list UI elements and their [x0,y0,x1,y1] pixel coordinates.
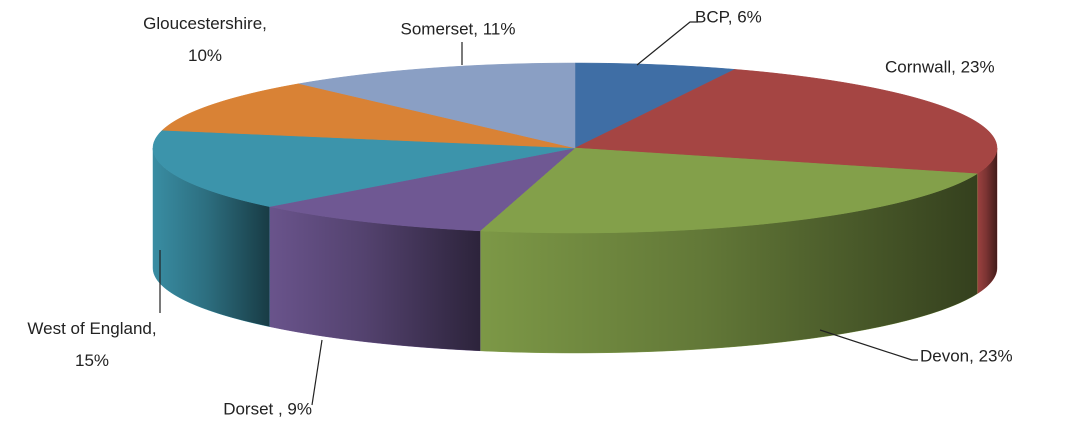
data-label-line: 15% [75,351,109,370]
leader-line [311,339,323,406]
pie-wall-shade [977,148,997,294]
data-label: Devon, 23% [920,346,1013,365]
data-label: Somerset, 11% [401,19,516,38]
pie-wall-shade [153,148,270,327]
data-label: Dorset , 9% [223,399,312,418]
data-label-line: 10% [188,46,222,65]
pie-tops [152,62,998,234]
pie-slice [299,62,576,149]
pie-slice [479,147,978,234]
data-label: Cornwall, 23% [885,57,995,76]
data-label: BCP, 6% [695,7,762,26]
pie-slice [161,83,576,149]
data-label-line: West of England, [27,319,156,338]
pie-wall-shade [480,173,978,353]
leader-line [636,21,698,66]
pie-wall-shade [269,206,481,351]
data-label-line: Gloucestershire, [143,14,267,33]
data-label: West of England, 15% [27,319,156,370]
pie-slice [269,147,576,232]
pie-walls [152,147,998,354]
pie-slice [574,62,736,149]
pie-slice [152,129,576,207]
data-label: Gloucestershire, 10% [143,14,267,65]
leader-line [819,329,918,361]
pie-slice [574,69,998,174]
labels: BCP, 6% Cornwall, 23% Devon, 23% Dorset , 9… [27,7,1012,418]
